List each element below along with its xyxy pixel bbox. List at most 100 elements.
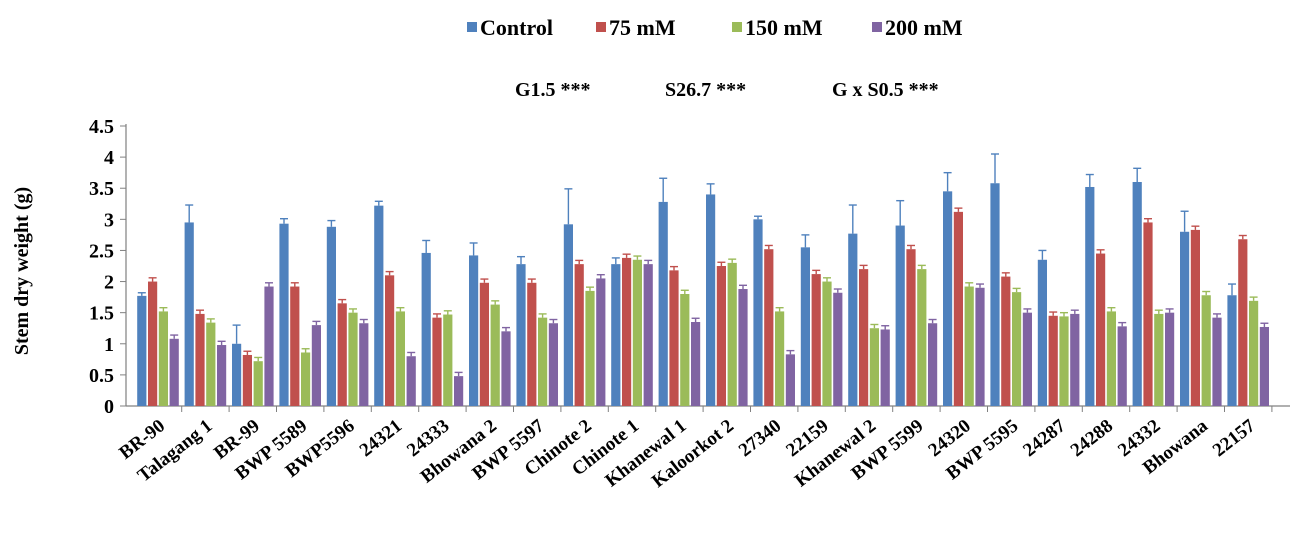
bar-4 <box>596 278 606 406</box>
bar-1 <box>137 295 147 406</box>
legend: Control 75 mM 150 mM 200 mM <box>467 15 963 40</box>
x-tick-label: 24288 <box>1067 415 1117 461</box>
bar-4 <box>1022 312 1032 406</box>
bar-1 <box>611 264 621 406</box>
y-tick-label: 3 <box>104 209 114 231</box>
stats-annotation-1: G1.5 *** <box>515 79 591 101</box>
bar-3 <box>395 311 405 406</box>
bar-2 <box>811 274 821 406</box>
bar-1 <box>1037 259 1047 406</box>
bar-1 <box>374 205 384 406</box>
bar-3 <box>822 281 832 406</box>
bar-3 <box>869 328 879 406</box>
legend-swatch-1 <box>467 22 477 32</box>
bar-1 <box>800 247 810 406</box>
bar-3 <box>964 286 974 406</box>
bar-2 <box>574 264 584 406</box>
legend-label-4: 200 mM <box>885 15 963 40</box>
y-tick-label: 4.5 <box>89 116 114 138</box>
bar-1 <box>990 183 1000 406</box>
bar-1 <box>326 226 336 406</box>
bar-4 <box>454 376 464 406</box>
bar-1 <box>943 191 953 406</box>
bar-1 <box>1085 186 1095 406</box>
bar-3 <box>1106 311 1116 406</box>
bar-2 <box>1048 315 1058 406</box>
legend-label-2: 75 mM <box>609 15 676 40</box>
bar-3 <box>1249 300 1259 406</box>
legend-swatch-3 <box>732 22 742 32</box>
bar-4 <box>169 338 179 406</box>
bar-1 <box>279 223 289 406</box>
bar-3 <box>538 317 548 406</box>
bar-3 <box>1201 295 1211 406</box>
bar-2 <box>432 317 442 406</box>
bar-2 <box>859 269 869 406</box>
bar-3 <box>443 314 453 406</box>
bar-1 <box>421 252 431 406</box>
bar-4 <box>264 286 274 406</box>
bar-4 <box>1165 312 1175 406</box>
bar-1 <box>1227 295 1237 406</box>
bar-3 <box>917 269 927 406</box>
y-tick-label: 1 <box>104 334 114 356</box>
bar-2 <box>906 249 916 406</box>
bar-4 <box>880 329 890 406</box>
bar-1 <box>232 343 242 406</box>
bar-3 <box>1154 313 1164 406</box>
bar-2 <box>242 354 252 406</box>
bar-3 <box>301 352 311 406</box>
y-tick-label: 4 <box>104 147 114 169</box>
y-tick-label: 0 <box>104 396 114 418</box>
bar-1 <box>753 219 763 406</box>
bar-1 <box>895 225 905 406</box>
bar-4 <box>643 264 653 406</box>
x-tick-label: 22157 <box>1209 415 1260 461</box>
bar-4 <box>1212 317 1222 406</box>
bar-1 <box>469 255 479 406</box>
y-tick-label: 2 <box>104 272 114 294</box>
bar-2 <box>527 282 537 406</box>
bar-3 <box>158 311 168 406</box>
bar-4 <box>548 323 558 406</box>
bar-4 <box>359 323 369 406</box>
bar-4 <box>217 345 227 406</box>
bar-3 <box>727 262 737 406</box>
bar-1 <box>1132 182 1142 406</box>
bar-4 <box>1117 326 1127 406</box>
bar-4 <box>311 325 321 406</box>
bar-1 <box>1180 231 1190 406</box>
x-tick-label: 24287 <box>1019 415 1070 461</box>
bar-3 <box>1012 292 1022 406</box>
bar-4 <box>691 322 701 406</box>
bar-3 <box>775 311 785 406</box>
bar-2 <box>716 266 726 406</box>
bar-1 <box>848 233 858 406</box>
bar-3 <box>348 312 358 406</box>
bar-1 <box>563 224 573 406</box>
bar-1 <box>184 222 194 406</box>
stats-annotation-3: G x S0.5 *** <box>832 79 939 101</box>
bar-3 <box>1059 316 1069 406</box>
bar-4 <box>1070 313 1080 406</box>
bar-4 <box>928 323 938 406</box>
bar-2 <box>1190 229 1200 406</box>
bar-1 <box>516 264 526 406</box>
stats-annotations: G1.5 *** S26.7 *** G x S0.5 *** <box>515 79 939 101</box>
bar-4 <box>1259 326 1269 406</box>
bar-2 <box>337 303 347 406</box>
y-tick-label: 0.5 <box>89 365 114 387</box>
bar-2 <box>148 281 158 406</box>
legend-swatch-2 <box>596 22 606 32</box>
legend-swatch-4 <box>872 22 882 32</box>
y-tick-label: 2.5 <box>89 240 114 262</box>
bar-3 <box>585 290 595 406</box>
bar-2 <box>669 270 679 406</box>
bar-3 <box>490 304 500 406</box>
bar-4 <box>738 289 748 406</box>
legend-label-1: Control <box>480 15 553 40</box>
bar-4 <box>785 354 795 406</box>
bar-3 <box>632 259 642 406</box>
